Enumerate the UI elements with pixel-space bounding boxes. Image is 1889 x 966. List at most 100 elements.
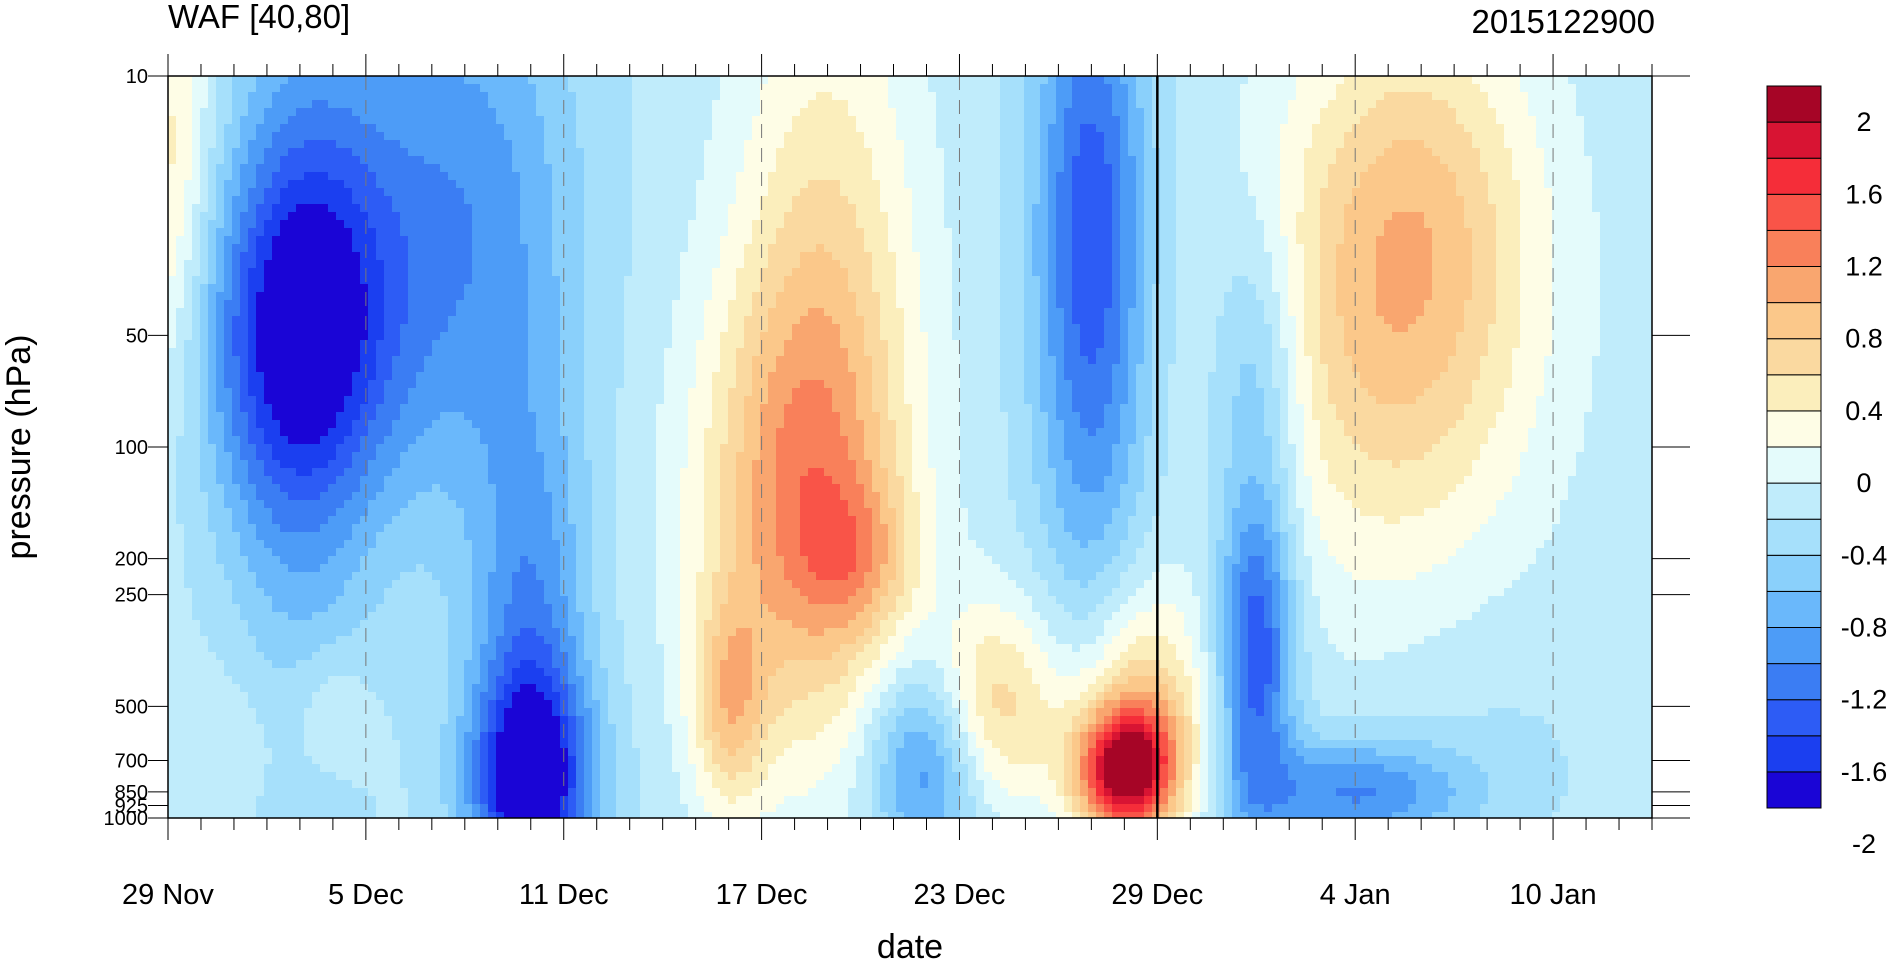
field-cell: [320, 212, 329, 221]
field-cell: [1216, 228, 1225, 237]
field-cell: [1136, 148, 1145, 157]
field-cell: [456, 148, 465, 157]
field-cell: [952, 180, 961, 189]
field-cell: [1472, 100, 1481, 109]
field-cell: [440, 236, 449, 245]
field-cell: [1288, 220, 1297, 229]
field-cell: [688, 132, 697, 141]
field-cell: [728, 244, 737, 253]
field-cell: [1336, 228, 1345, 237]
field-cell: [1136, 268, 1145, 277]
field-cell: [784, 228, 793, 237]
field-cell: [192, 116, 201, 125]
field-cell: [560, 100, 569, 109]
field-cell: [1304, 92, 1313, 101]
field-cell: [1416, 188, 1425, 197]
field-cell: [1064, 220, 1073, 229]
field-cell: [768, 188, 777, 197]
field-cell: [440, 92, 449, 101]
field-cell: [688, 196, 697, 205]
field-cell: [528, 108, 537, 117]
field-cell: [808, 252, 817, 261]
field-cell: [1440, 244, 1449, 253]
field-cell: [696, 244, 705, 253]
field-cell: [1568, 252, 1577, 261]
field-cell: [1496, 92, 1505, 101]
field-cell: [512, 228, 521, 237]
field-cell: [1000, 212, 1009, 221]
field-cell: [1296, 132, 1305, 141]
field-cell: [1496, 188, 1505, 197]
field-cell: [608, 236, 617, 245]
field-cell: [840, 140, 849, 149]
field-cell: [1440, 172, 1449, 181]
field-cell: [536, 172, 545, 181]
field-cell: [1528, 92, 1537, 101]
field-cell: [896, 140, 905, 149]
field-cell: [184, 204, 193, 213]
field-cell: [336, 204, 345, 213]
field-cell: [1424, 236, 1433, 245]
field-cell: [352, 108, 361, 117]
field-cell: [1248, 236, 1257, 245]
field-cell: [1032, 236, 1041, 245]
field-cell: [1304, 260, 1313, 269]
field-cell: [408, 268, 417, 277]
field-cell: [792, 172, 801, 181]
field-cell: [1400, 132, 1409, 141]
field-cell: [760, 284, 769, 293]
field-cell: [1472, 228, 1481, 237]
field-cell: [1016, 140, 1025, 149]
field-cell: [408, 84, 417, 93]
field-cell: [592, 148, 601, 157]
field-cell: [224, 76, 233, 85]
field-cell: [760, 260, 769, 269]
field-cell: [1112, 100, 1121, 109]
field-cell: [920, 124, 929, 133]
field-cell: [1400, 204, 1409, 213]
field-cell: [1400, 180, 1409, 189]
field-cell: [984, 228, 993, 237]
field-cell: [272, 284, 281, 293]
field-cell: [1472, 180, 1481, 189]
field-cell: [1112, 204, 1121, 213]
field-cell: [920, 156, 929, 165]
field-cell: [1144, 172, 1153, 181]
field-cell: [672, 196, 681, 205]
field-cell: [664, 116, 673, 125]
field-cell: [936, 124, 945, 133]
field-cell: [1568, 172, 1577, 181]
field-cell: [1352, 124, 1361, 133]
field-cell: [912, 228, 921, 237]
field-cell: [1104, 76, 1113, 85]
field-cell: [1040, 268, 1049, 277]
field-cell: [648, 140, 657, 149]
field-cell: [920, 236, 929, 245]
field-cell: [560, 108, 569, 117]
field-cell: [1560, 92, 1569, 101]
field-cell: [712, 204, 721, 213]
field-cell: [840, 132, 849, 141]
field-cell: [1432, 252, 1441, 261]
field-cell: [760, 236, 769, 245]
field-cell: [224, 260, 233, 269]
field-cell: [296, 92, 305, 101]
field-cell: [312, 92, 321, 101]
field-cell: [1200, 236, 1209, 245]
field-cell: [352, 220, 361, 229]
field-cell: [1344, 132, 1353, 141]
field-cell: [1408, 236, 1417, 245]
field-cell: [816, 132, 825, 141]
field-cell: [1008, 140, 1017, 149]
field-cell: [400, 100, 409, 109]
field-cell: [1144, 260, 1153, 269]
field-cell: [880, 252, 889, 261]
field-cell: [1360, 172, 1369, 181]
field-cell: [1544, 196, 1553, 205]
field-cell: [1384, 228, 1393, 237]
field-cell: [1520, 252, 1529, 261]
field-cell: [472, 180, 481, 189]
field-cell: [312, 236, 321, 245]
field-cell: [1384, 252, 1393, 261]
field-cell: [1632, 252, 1641, 261]
